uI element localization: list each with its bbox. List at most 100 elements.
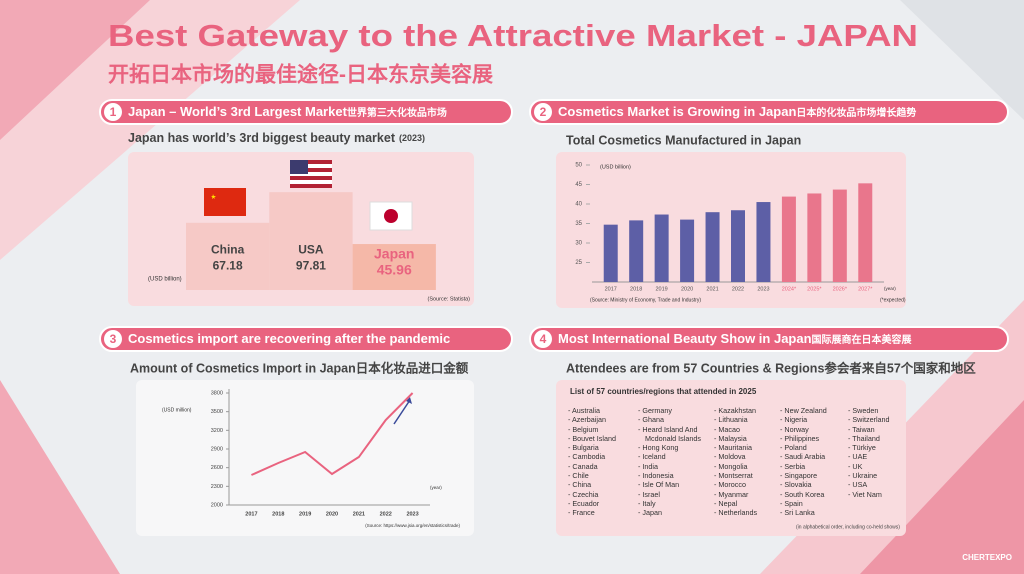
x-axis-label: (year) bbox=[430, 485, 442, 490]
country: Indonesia bbox=[638, 471, 704, 480]
y-tick-label: 2600 bbox=[211, 465, 223, 471]
x-tick-label: 2027* bbox=[858, 286, 873, 292]
decor bbox=[0, 380, 120, 574]
section-pill bbox=[529, 99, 1009, 125]
page-title: Best Gateway to the Attractive Market - … bbox=[108, 18, 918, 53]
country: Czechia bbox=[568, 490, 634, 499]
country: Türkiye bbox=[848, 443, 914, 452]
source-label: (Source: https://www.jsia.org/en/statist… bbox=[365, 523, 460, 528]
list-note: (in alphabetical order, including co-hel… bbox=[796, 524, 900, 530]
flag-stripe bbox=[290, 164, 332, 168]
country: Canada bbox=[568, 462, 634, 471]
country-list: AustraliaAzerbaijanBelgiumBouvet IslandB… bbox=[568, 406, 908, 526]
podium-value: 67.18 bbox=[213, 259, 243, 273]
y-tick-label: 40 bbox=[575, 202, 582, 208]
x-axis-label: (year) bbox=[884, 286, 896, 291]
country: Mauritania bbox=[714, 443, 780, 452]
y-tick-label: 2900 bbox=[211, 446, 223, 452]
y-tick-label: 25 bbox=[575, 260, 582, 266]
podium-block bbox=[269, 192, 353, 290]
country: UAE bbox=[848, 452, 914, 461]
x-tick-label: 2020 bbox=[326, 511, 338, 517]
country: Bouvet Island bbox=[568, 434, 634, 443]
section-title-en: Japan – World’s 3rd Largest Market bbox=[128, 104, 348, 119]
decor bbox=[0, 0, 150, 140]
podium-label: China bbox=[211, 243, 245, 257]
section-number: 3 bbox=[110, 332, 117, 346]
section-title-cn: 日本的化妆品市场增长趋势 bbox=[796, 106, 916, 119]
country: Slovakia bbox=[780, 480, 846, 489]
country: Poland bbox=[780, 443, 846, 452]
country: Viet Nam bbox=[848, 490, 914, 499]
bar bbox=[654, 214, 669, 282]
list-title: List of 57 countries/regions that attend… bbox=[570, 387, 757, 396]
x-tick-label: 2022 bbox=[380, 511, 392, 517]
podium-block bbox=[186, 222, 270, 290]
country: New Zealand bbox=[780, 406, 846, 415]
country: USA bbox=[848, 480, 914, 489]
country: South Korea bbox=[780, 490, 846, 499]
country: France bbox=[568, 508, 634, 517]
bar bbox=[781, 196, 796, 282]
country: Morocco bbox=[714, 480, 780, 489]
x-tick-label: 2023 bbox=[406, 511, 418, 517]
section-subtitle: Attendees are from 57 Countries & Region… bbox=[566, 360, 976, 375]
section-title: Japan – World’s 3rd Largest Market世界第三大化… bbox=[128, 104, 447, 119]
x-tick-label: 2024* bbox=[782, 286, 797, 292]
section-title-cn: 国际展商在日本美容展 bbox=[812, 333, 912, 346]
bar bbox=[756, 202, 771, 282]
bar bbox=[629, 220, 644, 282]
country: Azerbaijan bbox=[568, 415, 634, 424]
country: Bulgaria bbox=[568, 443, 634, 452]
flag-china bbox=[204, 188, 246, 216]
country-column: GermanyGhanaHeard Island And Mcdonald Is… bbox=[638, 406, 704, 518]
section-title-en: Most International Beauty Show in Japan bbox=[558, 331, 812, 346]
arrow-head bbox=[406, 397, 412, 404]
section-number: 1 bbox=[110, 105, 117, 119]
section-number-badge bbox=[104, 103, 122, 121]
country: Taiwan bbox=[848, 425, 914, 434]
country: India bbox=[638, 462, 704, 471]
x-tick-label: 2019 bbox=[656, 286, 668, 292]
country: Iceland bbox=[638, 452, 704, 461]
country: Heard Island And Mcdonald Islands bbox=[638, 425, 704, 444]
section-title: Cosmetics Market is Growing in Japan日本的化… bbox=[558, 104, 916, 119]
country: China bbox=[568, 480, 634, 489]
country: Myanmar bbox=[714, 490, 780, 499]
country-column: AustraliaAzerbaijanBelgiumBouvet IslandB… bbox=[568, 406, 634, 518]
country: Cambodia bbox=[568, 452, 634, 461]
country: Singapore bbox=[780, 471, 846, 480]
country: Macao bbox=[714, 425, 780, 434]
country: Germany bbox=[638, 406, 704, 415]
trend-arrow bbox=[393, 399, 411, 425]
podium-block bbox=[352, 244, 436, 290]
chart-subtitle: (2023) bbox=[399, 133, 425, 143]
podium-label: Japan bbox=[374, 246, 414, 262]
x-tick-label: 2021 bbox=[706, 286, 718, 292]
country: Ecuador bbox=[568, 499, 634, 508]
country: Ukraine bbox=[848, 471, 914, 480]
country: Sweden bbox=[848, 406, 914, 415]
country-column: SwedenSwitzerlandTaiwanThailandTürkiyeUA… bbox=[848, 406, 914, 499]
country: Norway bbox=[780, 425, 846, 434]
chart-title: Amount of Cosmetics Import in Japan日本化妆品… bbox=[130, 360, 469, 375]
bar bbox=[680, 219, 695, 282]
x-tick-label: 2019 bbox=[299, 511, 311, 517]
country: Serbia bbox=[780, 462, 846, 471]
x-tick-label: 2017 bbox=[605, 286, 617, 292]
x-tick-label: 2021 bbox=[353, 511, 365, 517]
country-column: New ZealandNigeriaNorwayPhilippinesPolan… bbox=[780, 406, 846, 518]
x-tick-label: 2018 bbox=[272, 511, 284, 517]
y-tick-label: 2300 bbox=[211, 484, 223, 490]
x-tick-label: 2023 bbox=[757, 286, 769, 292]
country: Ghana bbox=[638, 415, 704, 424]
x-tick-label: 2020 bbox=[681, 286, 693, 292]
section-title: Most International Beauty Show in Japan国… bbox=[558, 331, 912, 346]
unit-label: (USD billion) bbox=[148, 277, 182, 283]
section-pill bbox=[99, 326, 513, 352]
section-pill bbox=[99, 99, 513, 125]
x-tick-label: 2022 bbox=[732, 286, 744, 292]
section-title-en: Cosmetics Market is Growing in Japan bbox=[558, 104, 796, 119]
